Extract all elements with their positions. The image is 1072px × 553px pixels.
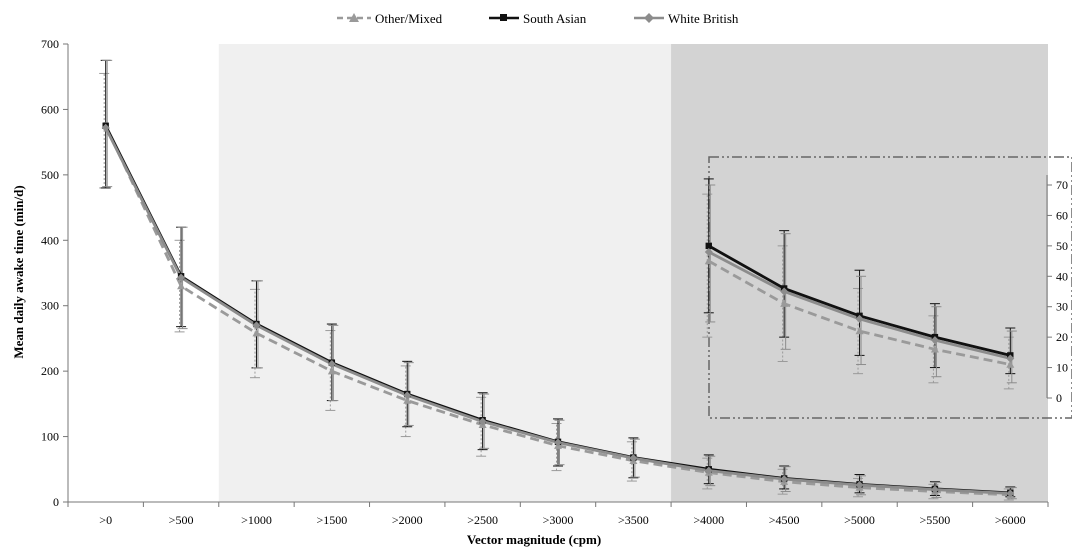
- inset-point-other-mixed: [704, 257, 713, 265]
- inset-point-white-british: [704, 247, 713, 256]
- point-white-british: [478, 417, 487, 426]
- x-tick-label: >6000: [995, 513, 1026, 527]
- x-tick-label: >3500: [618, 513, 649, 527]
- x-tick-label: >500: [169, 513, 194, 527]
- x-tick-label: >2000: [392, 513, 423, 527]
- y-tick-label: 200: [41, 364, 59, 378]
- point-white-british: [704, 466, 713, 475]
- point-other-mixed: [403, 396, 412, 404]
- x-tick-label: >1500: [316, 513, 347, 527]
- point-white-british: [780, 475, 789, 484]
- legend-label-other-mixed: Other/Mixed: [375, 11, 443, 26]
- inset-y-tick-label: 60: [1056, 208, 1068, 222]
- point-white-british: [327, 359, 336, 368]
- inset-y-tick-label: 10: [1056, 361, 1068, 375]
- inset-y-tick-label: 30: [1056, 300, 1068, 314]
- inset-point-other-mixed: [1006, 360, 1015, 368]
- y-tick-label: 500: [41, 168, 59, 182]
- point-white-british: [629, 454, 638, 463]
- y-tick-label: 600: [41, 102, 59, 116]
- legend-item-south-asian: South Asian: [489, 11, 587, 26]
- legend-item-white-british: White British: [634, 11, 739, 26]
- point-white-british: [101, 123, 110, 132]
- inset-point-white-british: [780, 287, 789, 296]
- y-tick-label: 300: [41, 299, 59, 313]
- x-tick-label: >1000: [241, 513, 272, 527]
- point-other-mixed: [252, 329, 261, 337]
- y-tick-label: 700: [41, 37, 59, 51]
- inset-y-tick-label: 40: [1056, 269, 1068, 283]
- y-tick-label: 0: [53, 495, 59, 509]
- legend-label-south-asian: South Asian: [523, 11, 587, 26]
- inset-point-other-mixed: [855, 327, 864, 335]
- y-tick-label: 400: [41, 233, 59, 247]
- inset-point-white-british: [855, 314, 864, 323]
- point-white-british: [177, 273, 186, 282]
- inset-point-south-asian: [705, 242, 712, 250]
- inset-y-tick-label: 70: [1056, 178, 1068, 192]
- inset-point-other-mixed: [780, 299, 789, 307]
- x-tick-label: >3000: [543, 513, 574, 527]
- x-axis-title: Vector magnitude (cpm): [467, 532, 601, 547]
- point-white-british: [403, 391, 412, 400]
- inset-y-tick-label: 20: [1056, 330, 1068, 344]
- legend-label-white-british: White British: [668, 11, 739, 26]
- y-axis-title: Mean daily awake time (min/d): [11, 185, 26, 358]
- inset-y-tick-label: 0: [1056, 391, 1062, 405]
- point-white-british: [1006, 489, 1015, 498]
- x-tick-label: >4000: [693, 513, 724, 527]
- point-white-british: [855, 480, 864, 489]
- point-white-british: [554, 438, 562, 447]
- point-other-mixed: [177, 282, 186, 290]
- x-tick-label: >4500: [769, 513, 800, 527]
- point-white-british: [252, 321, 261, 330]
- legend: Other/Mixed South Asian White British: [337, 11, 739, 26]
- inset-point-white-british: [930, 336, 939, 345]
- x-tick-label: >5500: [920, 513, 951, 527]
- inset-series-line-other-mixed: [708, 259, 1011, 366]
- x-tick-label: >5000: [844, 513, 875, 527]
- inset-point-white-british: [1006, 354, 1015, 363]
- x-tick-label: >0: [99, 513, 112, 527]
- y-tick-label: 100: [41, 430, 59, 444]
- inset-panel: 0 10 20 30 40 50 60 70: [702, 156, 1072, 419]
- x-tick-label: >2500: [467, 513, 498, 527]
- point-white-british: [930, 485, 939, 494]
- inset-y-tick-label: 50: [1056, 239, 1068, 253]
- point-other-mixed: [327, 367, 336, 375]
- inset-point-other-mixed: [930, 345, 939, 353]
- legend-item-other-mixed: Other/Mixed: [337, 11, 443, 26]
